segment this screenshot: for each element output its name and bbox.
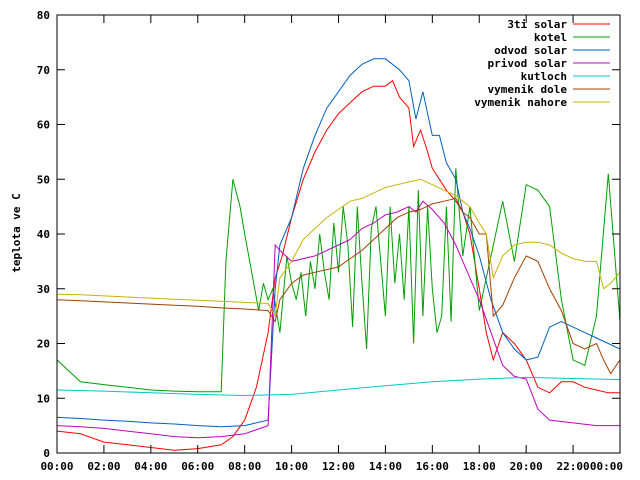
x-tick-label: 02:00 bbox=[87, 460, 120, 473]
x-tick-label: 22:00 bbox=[557, 460, 590, 473]
legend-label-6: vymenik nahore bbox=[474, 96, 567, 109]
legend-label-0: 3ti solar bbox=[507, 18, 567, 31]
y-tick-label: 30 bbox=[37, 283, 50, 296]
y-tick-label: 50 bbox=[37, 173, 50, 186]
legend-label-3: privod solar bbox=[488, 57, 568, 70]
x-tick-label: 18:00 bbox=[463, 460, 496, 473]
series-layer bbox=[57, 58, 620, 451]
y-tick-label: 10 bbox=[37, 392, 50, 405]
y-tick-label: 0 bbox=[43, 447, 50, 460]
y-tick-label: 70 bbox=[37, 64, 50, 77]
legend-label-5: vymenik dole bbox=[488, 83, 568, 96]
legend-label-4: kutloch bbox=[521, 70, 567, 83]
y-tick-label: 60 bbox=[37, 119, 50, 132]
x-tick-label: 06:00 bbox=[181, 460, 214, 473]
x-tick-label: 00:00 bbox=[40, 460, 73, 473]
y-tick-label: 80 bbox=[37, 9, 50, 22]
x-tick-label: 08:00 bbox=[228, 460, 261, 473]
x-tick-label: 04:00 bbox=[134, 460, 167, 473]
series-line-3 bbox=[57, 200, 620, 439]
y-axis-label: teplota ve C bbox=[10, 193, 23, 272]
legend-label-1: kotel bbox=[534, 31, 567, 44]
series-line-6 bbox=[57, 178, 620, 318]
x-tick-label: 20:00 bbox=[510, 460, 543, 473]
y-tick-label: 40 bbox=[37, 228, 50, 241]
x-tick-label: 14:00 bbox=[369, 460, 402, 473]
y-tick-label: 20 bbox=[37, 338, 50, 351]
x-tick-label: 16:00 bbox=[416, 460, 449, 473]
x-tick-label: 00:00 bbox=[590, 460, 623, 473]
series-line-2 bbox=[57, 58, 620, 428]
x-tick-label: 10:00 bbox=[275, 460, 308, 473]
series-line-4 bbox=[57, 376, 620, 397]
series-line-1 bbox=[57, 168, 620, 393]
x-tick-label: 12:00 bbox=[322, 460, 355, 473]
legend-label-2: odvod solar bbox=[494, 44, 567, 57]
series-line-5 bbox=[57, 197, 620, 375]
ticks-layer: 0 10 20 30 40 50 60 70 80 00:00 02:00 04:00 06:00 08:… bbox=[37, 9, 623, 473]
